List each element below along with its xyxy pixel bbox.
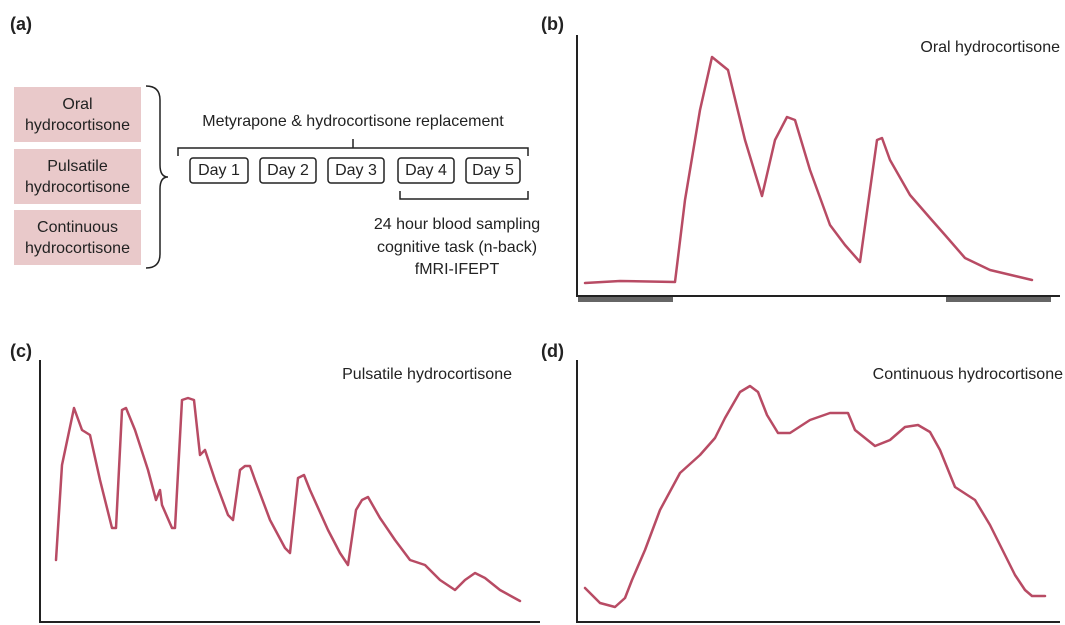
day-box <box>189 157 249 184</box>
axes <box>576 360 1060 623</box>
axes <box>39 360 540 623</box>
night-bar <box>578 297 673 302</box>
day: Day 4 <box>405 162 447 179</box>
panel-label: (a) <box>10 14 32 34</box>
day: Day 1 <box>198 162 240 179</box>
measure: fMRI-IFEPT <box>415 261 500 278</box>
protocol: Metyrapone & hydrocortisone replacement <box>202 113 504 130</box>
day: Day 5 <box>472 162 514 179</box>
measure: 24 hour blood sampling <box>374 216 540 233</box>
curve <box>54 396 522 603</box>
day-box <box>259 157 317 184</box>
panel-title: Continuous hydrocortisone <box>873 366 1063 383</box>
day-box <box>465 157 521 184</box>
panel-title: Pulsatile hydrocortisone <box>342 366 512 383</box>
brace <box>145 85 169 269</box>
panel-label: (d) <box>541 341 564 361</box>
axes <box>576 35 1060 297</box>
panel-label: (b) <box>541 14 564 34</box>
day-box <box>327 157 385 184</box>
day-box <box>397 157 455 184</box>
curve <box>583 384 1047 609</box>
condition: Continuous hydrocortisone <box>14 210 141 265</box>
night-bar <box>946 297 1051 302</box>
panel-title: Oral hydrocortisone <box>920 39 1060 56</box>
day: Day 2 <box>267 162 309 179</box>
condition: Pulsatile hydrocortisone <box>14 149 141 204</box>
bracket <box>177 139 529 156</box>
measure: cognitive task (n-back) <box>377 239 537 256</box>
curve <box>583 55 1034 285</box>
condition: Oral hydrocortisone <box>14 87 141 142</box>
panel-label: (c) <box>10 341 32 361</box>
bracket <box>399 191 529 200</box>
day: Day 3 <box>335 162 377 179</box>
days: Day 1 Day 2 Day 3 Day 4 Day 5 <box>189 157 521 184</box>
